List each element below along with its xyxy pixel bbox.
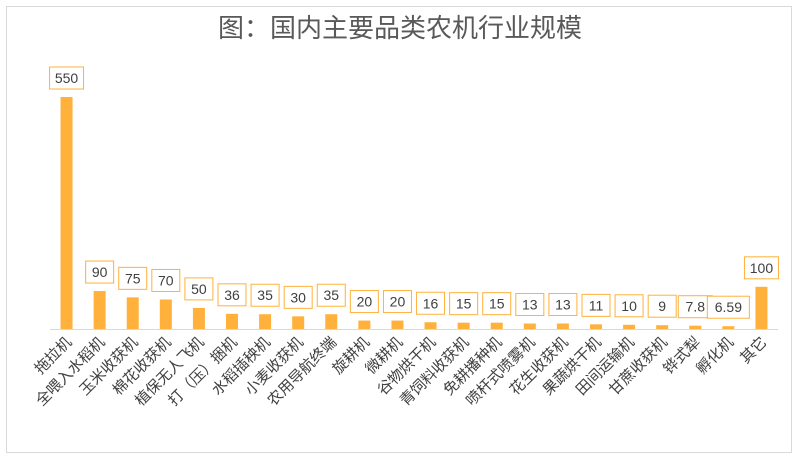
category-label: 其它	[736, 333, 770, 367]
data-label: 90	[92, 264, 108, 280]
bar	[556, 323, 569, 329]
bar	[126, 297, 139, 329]
data-label: 36	[224, 287, 240, 303]
data-label: 9	[658, 298, 666, 314]
data-label: 75	[125, 270, 141, 286]
data-label-box	[217, 283, 247, 307]
bar	[226, 313, 238, 329]
data-label: 20	[357, 294, 373, 310]
bar	[60, 97, 73, 329]
data-label: 6.59	[715, 299, 742, 315]
data-label: 13	[555, 297, 571, 313]
chart-frame	[6, 6, 792, 453]
data-label: 15	[456, 296, 472, 312]
chart-title: 图：国内主要品类农机行业规模	[217, 14, 582, 44]
bar	[292, 316, 305, 329]
bar	[192, 307, 205, 329]
data-label: 550	[55, 70, 79, 86]
data-label-box	[250, 283, 280, 307]
data-label: 30	[290, 289, 306, 305]
data-label-box	[349, 290, 379, 314]
data-label-box	[614, 294, 644, 318]
bar	[424, 322, 437, 329]
bar	[259, 314, 272, 329]
bar	[523, 323, 536, 329]
data-label-box	[283, 285, 313, 309]
data-label: 13	[522, 297, 538, 313]
data-label-box	[118, 266, 148, 290]
bar	[325, 314, 338, 329]
bar	[689, 325, 702, 329]
data-label-box	[85, 260, 115, 284]
bar	[93, 291, 106, 329]
bar	[722, 326, 735, 329]
data-label-box	[316, 283, 346, 307]
data-label: 7.8	[686, 299, 706, 315]
bar	[656, 325, 669, 329]
bar	[490, 322, 503, 329]
data-label: 11	[589, 297, 604, 313]
data-label: 100	[750, 260, 774, 276]
data-label-box	[151, 268, 181, 292]
data-label: 70	[158, 272, 174, 288]
category-label: 孵化机	[693, 333, 738, 378]
bar	[159, 299, 172, 329]
bar	[391, 320, 404, 329]
data-label-box	[515, 293, 545, 317]
bar	[623, 324, 636, 329]
data-label-box	[416, 291, 446, 315]
bar	[457, 322, 470, 329]
data-label: 16	[423, 295, 439, 311]
data-label-box	[49, 66, 85, 90]
data-label-box	[581, 293, 611, 317]
bar	[755, 286, 768, 329]
data-label: 35	[323, 287, 339, 303]
data-label-box	[706, 295, 750, 319]
data-label: 10	[621, 298, 637, 314]
data-label: 50	[191, 281, 207, 297]
data-label-box	[743, 256, 779, 280]
data-label: 35	[257, 287, 273, 303]
data-label: 20	[390, 294, 406, 310]
data-label-box	[184, 277, 214, 301]
data-label-box	[482, 292, 512, 316]
data-label-box	[449, 292, 479, 316]
data-label-box	[548, 293, 578, 317]
data-label-box	[647, 294, 677, 318]
bar	[358, 320, 371, 329]
data-label: 15	[489, 296, 505, 312]
bar	[590, 324, 602, 329]
data-label-box	[382, 290, 412, 314]
